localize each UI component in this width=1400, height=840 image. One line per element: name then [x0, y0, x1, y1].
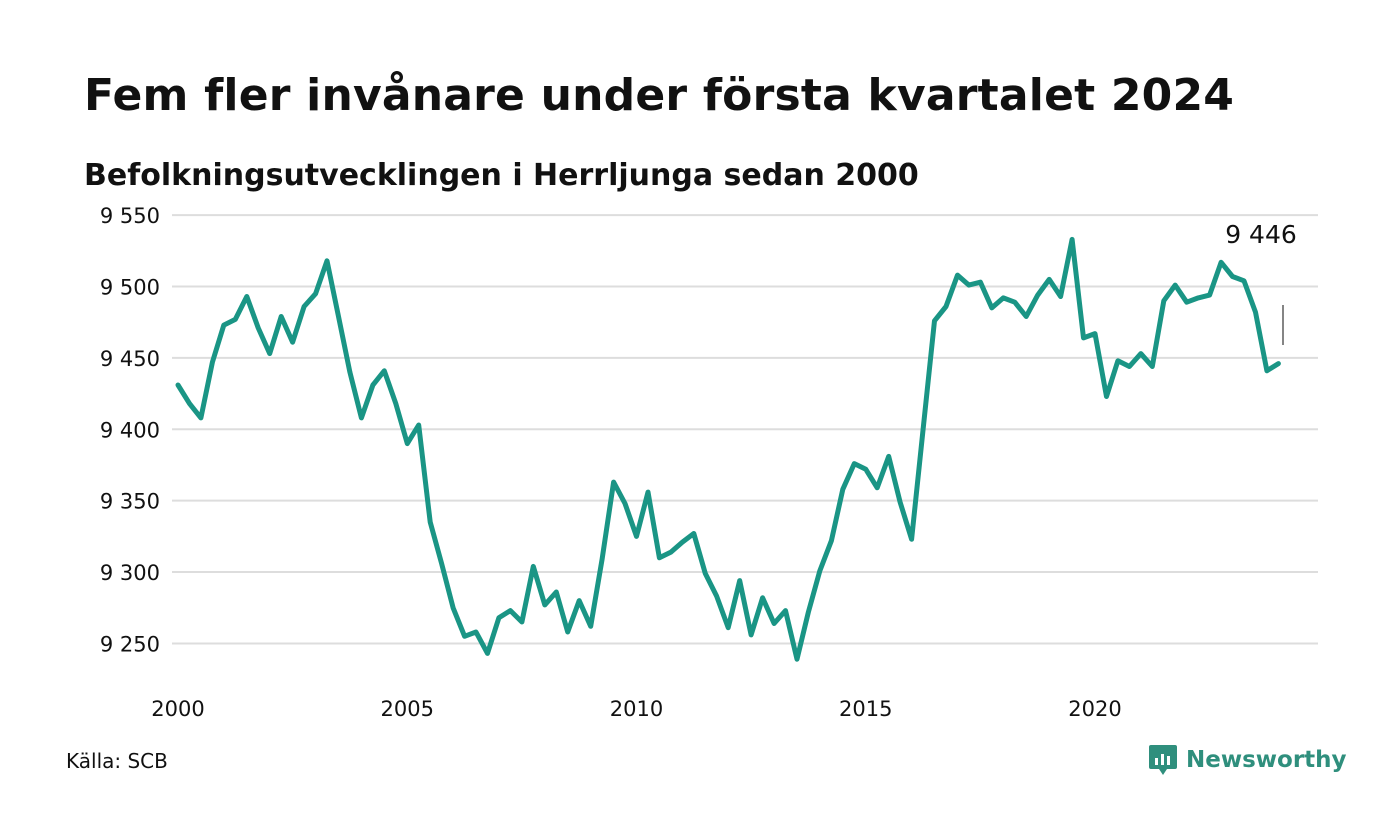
chart-subtitle: Befolkningsutvecklingen i Herrljunga sed… — [84, 158, 919, 193]
y-tick-label: 9 250 — [100, 632, 160, 656]
source-note: Källa: SCB — [66, 749, 168, 773]
brand-logo: Newsworthy — [1148, 743, 1347, 777]
x-tick-label: 2015 — [839, 697, 892, 721]
newsworthy-logo-icon — [1149, 745, 1177, 775]
population-line — [175, 236, 1281, 662]
y-tick-label: 9 400 — [100, 418, 160, 442]
x-tick-label: 2020 — [1068, 697, 1121, 721]
x-tick-label: 2000 — [151, 697, 204, 721]
annotation-last-value: 9 446 — [1225, 220, 1297, 249]
x-axis-tick-labels: 2000 2005 2010 2015 2020 — [151, 697, 1121, 721]
brand-name: Newsworthy — [1186, 747, 1347, 773]
y-tick-label: 9 550 — [100, 204, 160, 228]
chart-title: Fem fler invånare under första kvartalet… — [84, 70, 1235, 121]
x-tick-label: 2010 — [610, 697, 663, 721]
y-tick-label: 9 500 — [100, 276, 160, 300]
y-tick-label: 9 300 — [100, 561, 160, 585]
series-layer — [175, 236, 1281, 662]
x-tick-label: 2005 — [381, 697, 434, 721]
y-tick-label: 9 450 — [100, 347, 160, 371]
y-tick-label: 9 350 — [100, 490, 160, 514]
y-axis-tick-labels: 9 250 9 300 9 350 9 400 9 450 9 500 9 550 — [100, 204, 160, 656]
gridlines — [172, 214, 1318, 645]
annotation-layer: 9 446 — [1225, 220, 1297, 345]
